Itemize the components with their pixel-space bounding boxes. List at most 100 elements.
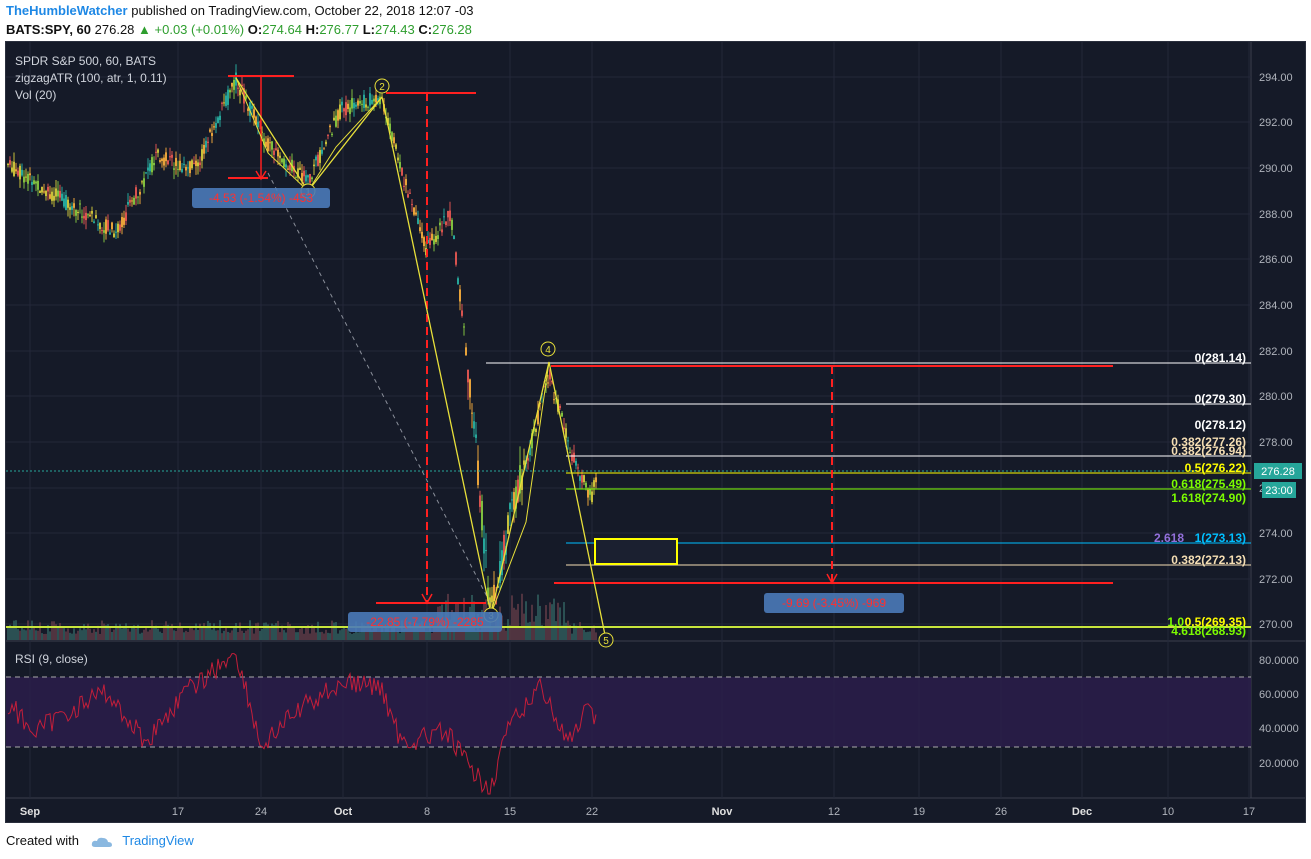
volume-bar <box>267 624 269 640</box>
candle-body <box>301 173 303 182</box>
candle-body <box>251 105 253 109</box>
price-tick: 278.00 <box>1259 437 1293 449</box>
candle-body <box>197 162 199 167</box>
candle-body <box>449 210 451 222</box>
volume-bar <box>339 630 341 640</box>
price-tick: 280.00 <box>1259 391 1293 403</box>
legend-rsi[interactable]: RSI (9, close) <box>15 652 88 666</box>
volume-bar <box>585 632 587 640</box>
candle-body <box>307 175 309 178</box>
candle-body <box>347 103 349 109</box>
volume-bar <box>343 627 345 640</box>
candle-body <box>15 169 17 172</box>
candle-body <box>349 107 351 114</box>
volume-bar <box>221 633 223 640</box>
rsi-axis[interactable]: 80.0000 60.0000 40.0000 20.0000 <box>1259 655 1299 770</box>
candle-body <box>477 460 479 486</box>
volume-bar <box>159 631 161 640</box>
candle-body <box>93 221 95 223</box>
wave-label-5: 5 <box>598 632 614 648</box>
volume-bar <box>569 624 571 640</box>
measure-box-1[interactable]: -4.53 (-1.54%) -453 <box>192 188 330 208</box>
volume-bar <box>315 632 317 640</box>
volume-bar <box>39 622 41 640</box>
chart-frame[interactable]: 1 2 3 4 5 -4.53 (-1.54%) -453 -22.85 (-7… <box>5 41 1306 823</box>
candle-body <box>263 138 265 145</box>
volume-bar <box>209 622 211 640</box>
legend-zigzag[interactable]: zigzagATR (100, atr, 1, 0.11) <box>15 71 167 85</box>
candle-body <box>283 158 285 167</box>
legend-volume[interactable]: Vol (20) <box>15 88 56 102</box>
candle-body <box>423 237 425 247</box>
candle-body <box>217 117 219 124</box>
volume-bar <box>131 627 133 640</box>
candle-body <box>69 207 71 210</box>
volume-bar <box>169 625 171 640</box>
candle-body <box>13 161 15 176</box>
candle-body <box>91 210 93 214</box>
zigzag-inner-2 <box>490 361 550 615</box>
volume-bar <box>279 632 281 640</box>
measure-box-3[interactable]: -9.69 (-3.45%) -969 <box>764 593 904 613</box>
candle-body <box>117 223 119 233</box>
volume-bar <box>425 631 427 640</box>
volume-bar <box>197 629 199 640</box>
volume-bar <box>391 625 393 640</box>
time-tick: 12 <box>828 806 840 818</box>
volume-bar <box>519 626 521 640</box>
candle-body <box>99 222 101 229</box>
candle-body <box>101 230 103 232</box>
volume-bar <box>525 601 527 640</box>
volume-bar <box>151 620 153 640</box>
svg-text:-9.69 (-3.45%) -969: -9.69 (-3.45%) -969 <box>782 596 886 610</box>
candle-body <box>205 140 207 148</box>
candle-body <box>577 467 579 469</box>
price-tick: 288.00 <box>1259 209 1293 221</box>
target-box[interactable] <box>594 538 678 565</box>
rsi-band <box>6 677 1251 747</box>
fib-label: 4.618(268.93) <box>1171 624 1246 638</box>
candle-body <box>441 229 443 233</box>
candle-body <box>453 235 455 240</box>
fib-label: 1(273.13) <box>1195 531 1246 545</box>
price-axis[interactable]: 294.00 292.00 290.00 288.00 286.00 284.00 282.… <box>1259 72 1293 631</box>
volume-bar <box>543 628 545 640</box>
volume-bar <box>329 633 331 640</box>
candle-body <box>331 133 333 135</box>
candle-body <box>103 230 105 233</box>
symbol-line: BATS:SPY, 60 276.28 ▲ +0.03 (+0.01%) O:2… <box>6 22 472 37</box>
volume-bar <box>157 628 159 640</box>
fib-label: 0.5(269.35) <box>1185 615 1246 629</box>
measure-box-2[interactable]: -22.85 (-7.79%) -2285 <box>348 612 502 632</box>
candle-body <box>573 452 575 463</box>
volume-bar <box>203 623 205 640</box>
candle-body <box>443 216 445 218</box>
volume-bar <box>345 628 347 640</box>
candle-body <box>19 165 21 180</box>
volume-bar <box>351 633 353 640</box>
volume-bar <box>95 631 97 640</box>
chart-svg[interactable]: 1 2 3 4 5 -4.53 (-1.54%) -453 -22.85 (-7… <box>6 42 1305 822</box>
candle-body <box>25 176 27 178</box>
candle-body <box>433 239 435 245</box>
candle-body <box>231 82 233 87</box>
volume-bar <box>177 627 179 640</box>
volume-bar <box>235 622 237 640</box>
candle-body <box>7 163 9 166</box>
candle-body <box>81 216 83 218</box>
tradingview-link[interactable]: TradingView <box>122 833 194 848</box>
candle-body <box>207 141 209 143</box>
candle-body <box>21 169 23 176</box>
time-axis[interactable]: Sep 17 24 Oct 8 15 22 Nov 12 19 26 Dec 10 17 <box>20 806 1255 818</box>
candle-body <box>193 162 195 164</box>
legend-symbol[interactable]: SPDR S&P 500, 60, BATS <box>15 54 156 68</box>
candle-body <box>335 115 337 127</box>
candle-body <box>517 479 519 502</box>
candle-body <box>183 163 185 165</box>
author-link[interactable]: TheHumbleWatcher <box>6 3 128 18</box>
candle-body <box>315 156 317 161</box>
volume-bar <box>101 620 103 640</box>
volume-bar <box>383 631 385 640</box>
candle-body <box>467 369 469 383</box>
candle-body <box>565 428 567 438</box>
